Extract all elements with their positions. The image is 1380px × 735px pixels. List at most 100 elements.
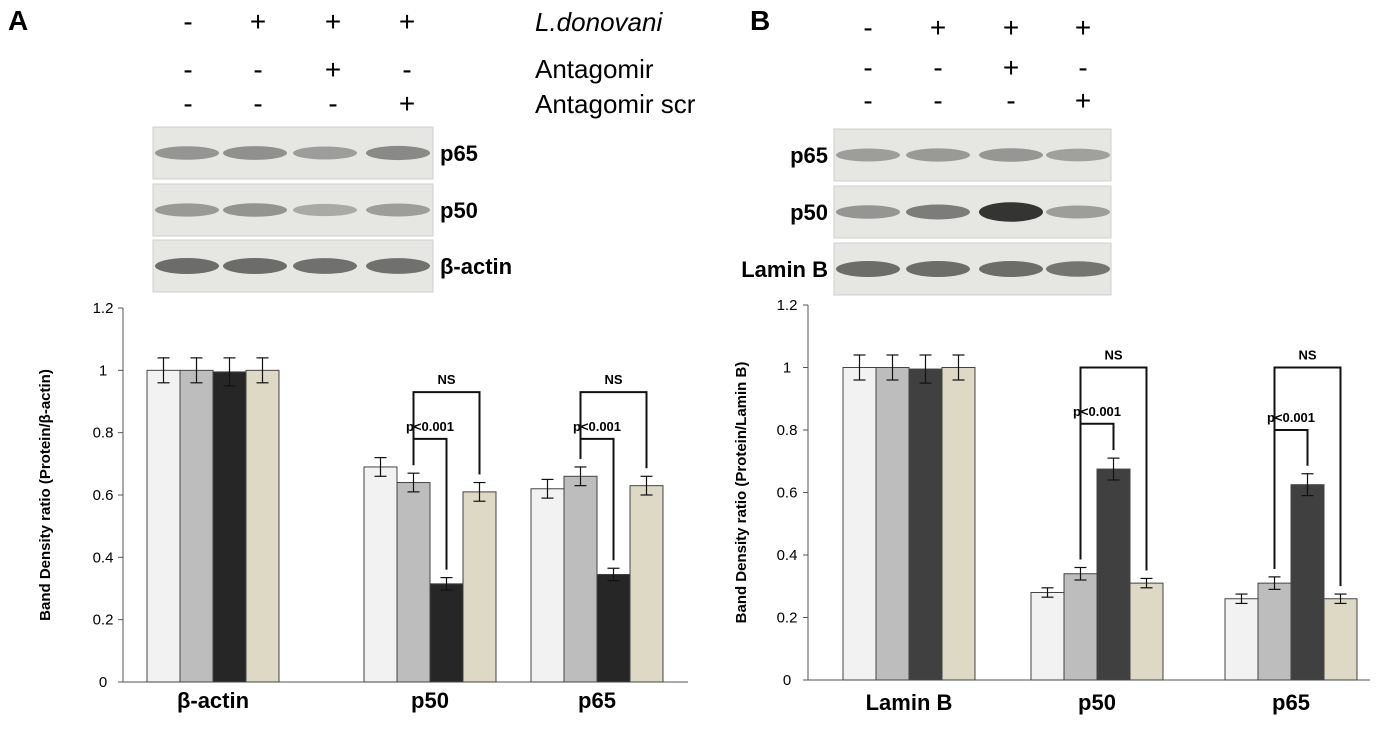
y-tick-label: 0: [783, 672, 791, 689]
category-label: p65: [578, 688, 616, 713]
bar: [875, 367, 910, 681]
y-tick-label: 0.6: [93, 487, 114, 504]
blot-band: [836, 261, 900, 277]
treatment-sign: +: [250, 6, 266, 37]
blot-strip: Lamin B: [741, 242, 1112, 296]
treatment-sign: -: [863, 52, 872, 83]
y-tick-label: 1.2: [93, 300, 114, 317]
treatment-sign: +: [325, 54, 341, 85]
bar: [908, 368, 943, 681]
significance-bracket: [1079, 366, 1148, 571]
significance-label: p<0.001: [406, 419, 454, 434]
blot-band: [906, 261, 970, 277]
bar: [1129, 582, 1164, 681]
bar: [462, 491, 497, 683]
bar: [596, 573, 631, 683]
blot-band: [1046, 148, 1110, 162]
bar: [1257, 582, 1292, 681]
blot-band: [155, 203, 219, 217]
y-axis-label: Band Density ratio (Protein/β-actin): [37, 369, 54, 621]
treatment-sign: +: [399, 6, 415, 37]
y-tick-label: 0.2: [777, 610, 798, 627]
category-label: p65: [1272, 690, 1310, 715]
treatment-sign: +: [1075, 85, 1091, 116]
bar: [212, 371, 247, 683]
condition-label: Antagomir: [535, 54, 654, 84]
bar: [1323, 598, 1358, 681]
significance-label: p<0.001: [1073, 404, 1121, 419]
blot-band: [155, 258, 219, 274]
y-tick-label: 1: [99, 362, 107, 379]
blot-strip: p65: [152, 126, 478, 180]
blot-band: [223, 258, 287, 274]
bar: [1063, 573, 1098, 681]
blot-band: [223, 146, 287, 160]
blot-band: [366, 203, 430, 217]
treatment-sign: +: [1075, 12, 1091, 43]
y-tick-label: 0.2: [93, 612, 114, 629]
treatment-sign: -: [1006, 85, 1015, 116]
bar: [1030, 592, 1065, 681]
significance-label: p<0.001: [1267, 410, 1315, 425]
y-tick-label: 0.6: [777, 485, 798, 502]
blot-band: [979, 261, 1043, 277]
bar: [146, 369, 181, 683]
bar: [1096, 468, 1131, 681]
treatment-sign: -: [1078, 52, 1087, 83]
blot-band: [155, 146, 219, 160]
treatment-sign: -: [183, 6, 192, 37]
blot-band: [836, 148, 900, 162]
blot-band: [906, 148, 970, 162]
bar-chart-a: 0 0.2 0.4 0.6 0.8 1 1.2 Band Density ratio (Pro…: [37, 300, 688, 713]
bar: [1224, 598, 1259, 681]
blot-band: [293, 258, 357, 274]
blot-band: [1046, 205, 1110, 219]
treatment-sign: -: [863, 85, 872, 116]
panel-a-header: A - + + + L.donovani- - + - Antagomir- - - + Antagomi…: [8, 5, 696, 293]
significance-bracket: [579, 391, 648, 469]
blot-label: p50: [790, 200, 828, 225]
blot-label: p65: [440, 141, 478, 166]
significance-label: NS: [437, 372, 455, 387]
treatment-sign: -: [253, 88, 262, 119]
treatment-sign: +: [399, 88, 415, 119]
treatment-sign: -: [402, 54, 411, 85]
bar: [629, 485, 664, 683]
y-tick-label: 1: [783, 360, 791, 377]
y-tick-label: 0.8: [93, 425, 114, 442]
significance-label: NS: [1298, 348, 1316, 363]
blot-band: [366, 258, 430, 274]
bar: [179, 369, 214, 683]
treatment-sign: -: [253, 54, 262, 85]
category-label: Lamin B: [866, 690, 953, 715]
blot-band: [223, 203, 287, 217]
blot-band: [1046, 261, 1110, 277]
blot-label: Lamin B: [741, 257, 828, 282]
significance-label: NS: [1104, 348, 1122, 363]
category-label: p50: [1078, 690, 1116, 715]
y-tick-label: 0: [99, 674, 107, 691]
treatment-sign: -: [183, 54, 192, 85]
treatment-sign: +: [1003, 12, 1019, 43]
treatment-sign: -: [328, 88, 337, 119]
blot-band: [366, 145, 430, 161]
bar: [563, 475, 598, 683]
blot-strip: p65: [790, 128, 1112, 182]
treatment-sign: -: [933, 85, 942, 116]
blot-strip: p50: [790, 185, 1112, 239]
category-label: p50: [411, 688, 449, 713]
bar: [396, 482, 431, 683]
bar: [530, 488, 565, 683]
condition-label: Antagomir scr: [535, 89, 696, 119]
treatment-sign: +: [325, 6, 341, 37]
y-tick-label: 0.4: [777, 547, 798, 564]
blot-strip: p50: [152, 183, 478, 237]
category-label: β-actin: [177, 688, 249, 713]
y-tick-label: 0.4: [93, 549, 114, 566]
y-tick-label: 1.2: [777, 297, 798, 314]
significance-label: NS: [604, 372, 622, 387]
treatment-sign: -: [863, 12, 872, 43]
bar: [941, 367, 976, 681]
